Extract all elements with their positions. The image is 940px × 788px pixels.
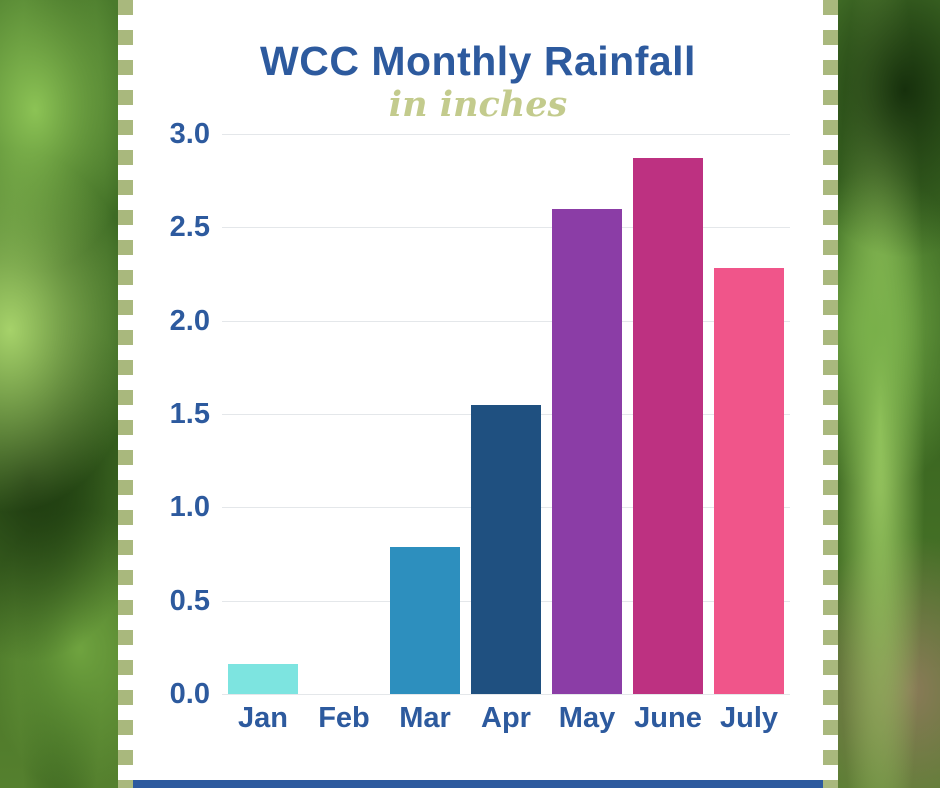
x-tick-feb: Feb <box>318 702 370 734</box>
checkered-border-right <box>823 0 838 788</box>
gridline-0.0 <box>222 694 790 695</box>
x-tick-mar: Mar <box>399 702 451 734</box>
bar-july <box>714 268 784 694</box>
bar-group <box>222 134 790 694</box>
y-tick-3.0: 3.0 <box>169 118 210 150</box>
y-tick-2.0: 2.0 <box>169 304 210 337</box>
bar-mar <box>390 547 460 694</box>
x-axis-labels: Jan Feb Mar Apr May June July <box>222 702 790 735</box>
x-tick-may: May <box>558 702 616 734</box>
y-tick-0.0: 0.0 <box>169 678 210 710</box>
chart-subtitle: in inches <box>388 84 568 125</box>
x-tick-apr: Apr <box>481 702 531 734</box>
y-axis-labels: 0.0 0.5 1.0 1.5 2.0 2.5 3.0 <box>148 118 210 710</box>
y-tick-1.0: 1.0 <box>169 491 210 524</box>
y-tick-1.5: 1.5 <box>169 398 210 430</box>
chart-panel: WCC Monthly Rainfall in inches 0.0 0.5 1.0… <box>133 0 823 788</box>
gridline-3.0 <box>222 134 790 135</box>
plot-area <box>222 134 790 695</box>
y-tick-0.5: 0.5 <box>169 584 210 617</box>
chart-title: WCC Monthly Rainfall <box>260 38 696 84</box>
gridline-2.0 <box>222 320 790 322</box>
bar-june <box>633 158 703 694</box>
gridline-2.5 <box>222 227 790 229</box>
footer-accent-bar <box>133 780 823 788</box>
x-tick-jan: Jan <box>238 702 288 734</box>
bar-apr <box>471 405 541 694</box>
y-tick-2.5: 2.5 <box>169 211 210 244</box>
x-tick-july: July <box>719 702 779 734</box>
bar-jan <box>228 664 298 694</box>
checkered-border-left <box>118 0 133 788</box>
x-tick-june: June <box>634 702 702 734</box>
bar-may <box>552 209 622 694</box>
